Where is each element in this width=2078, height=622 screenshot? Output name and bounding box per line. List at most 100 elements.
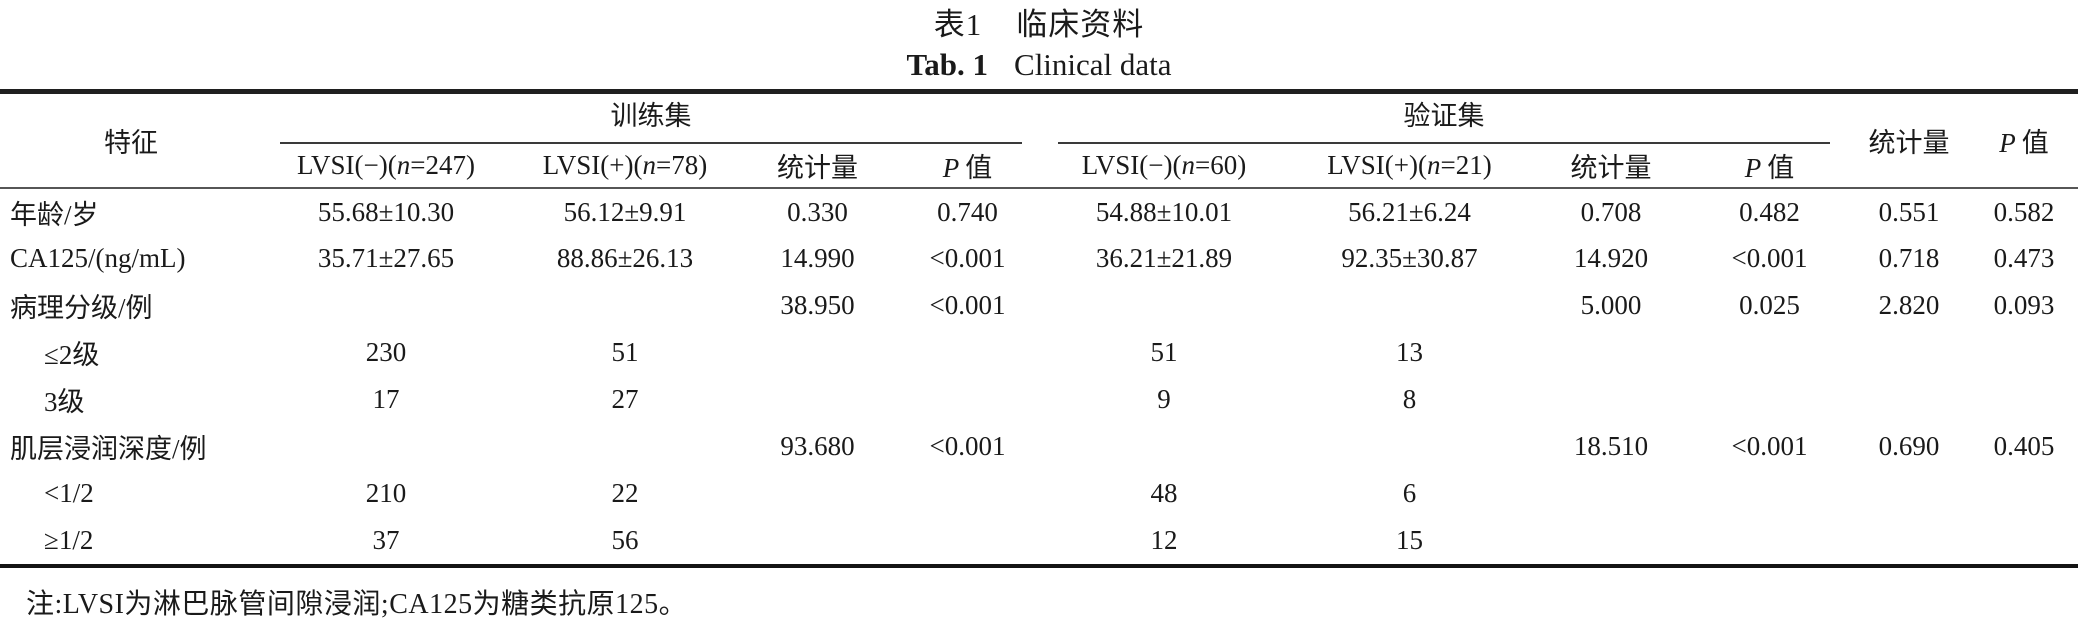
table-cell: 210 [365, 478, 407, 508]
table-cell [1040, 282, 1288, 329]
table-caption-zh: 临床资料 [1016, 7, 1145, 42]
table-cell: 88.86±26.13 [556, 243, 694, 273]
table-cell: 92.35±30.87 [1341, 243, 1478, 273]
table-titles: 表1 临床资料 Tab. 1 Clinical data [0, 0, 2078, 85]
table-cell [895, 329, 1040, 376]
row-label: 3级 [44, 387, 85, 417]
table-cell: 0.330 [787, 196, 848, 227]
col-header-train-lvsi-pos: LVSI(+)(n=78) [510, 144, 740, 189]
table-cell: 12 [1150, 525, 1178, 555]
table-cell [740, 376, 895, 423]
table-cell: 230 [365, 337, 407, 367]
table-number-en: Tab. 1 [906, 47, 989, 82]
table-cell: <0.001 [929, 290, 1006, 320]
table-cell [1691, 329, 1848, 376]
table-caption-en: Clinical data [1014, 47, 1172, 82]
table-cell: 38.950 [780, 290, 855, 320]
table-row: CA125/(ng/mL) 35.71±27.65 88.86±26.13 14.99… [0, 235, 2078, 282]
table-cell: 55.68±10.30 [317, 196, 455, 227]
table-cell: 0.551 [1878, 196, 1940, 227]
col-header-overall-statistic: 统计量 [1848, 94, 1970, 189]
table-cell [1691, 470, 1848, 517]
table-cell: 0.405 [1993, 431, 2055, 461]
table-cell: 37 [372, 525, 400, 555]
table-cell: 27 [611, 384, 639, 414]
table-row: 3级 17 27 9 8 [0, 376, 2078, 423]
table-row: 年龄/岁 55.68±10.30 56.12±9.91 0.330 0.740 54.88… [0, 188, 2078, 235]
row-label: <1/2 [44, 478, 94, 508]
table-cell [1970, 376, 2078, 423]
table-cell: 48 [1150, 478, 1178, 508]
table-cell [1970, 517, 2078, 564]
table-cell: 15 [1396, 525, 1423, 555]
row-label: CA125/(ng/mL) [10, 243, 186, 273]
table-cell: 93.680 [780, 431, 855, 461]
table-cell [1848, 470, 1970, 517]
table-cell: <0.001 [929, 431, 1006, 461]
col-header-train-statistic: 统计量 [740, 144, 895, 189]
table-body: 年龄/岁 55.68±10.30 56.12±9.91 0.330 0.740 54.88… [0, 188, 2078, 564]
table-cell: 22 [611, 478, 639, 508]
table-cell [262, 282, 510, 329]
table-cell: 56.21±6.24 [1348, 196, 1471, 227]
table-cell: 2.820 [1878, 290, 1940, 320]
table-cell: 0.582 [1993, 196, 2055, 227]
table-cell [1040, 423, 1288, 470]
table-cell [1288, 282, 1531, 329]
table-cell: 51 [611, 337, 639, 367]
table-cell: 51 [1150, 337, 1178, 367]
table-cell: 14.920 [1573, 243, 1649, 273]
table-cell: 0.473 [1993, 243, 2055, 273]
table-cell: 6 [1402, 478, 1417, 508]
table-cell [740, 470, 895, 517]
table-cell [262, 423, 510, 470]
table-cell: 0.690 [1878, 431, 1940, 461]
table-cell: 0.025 [1739, 290, 1800, 320]
row-label: 年龄/岁 [10, 199, 99, 230]
row-label: ≥1/2 [44, 525, 94, 555]
table-cell [1691, 376, 1848, 423]
table-cell: 36.21±21.89 [1095, 243, 1233, 273]
table-row: ≤2级 230 51 51 13 [0, 329, 2078, 376]
col-group-validation: 验证集 [1040, 94, 1848, 144]
col-header-valid-lvsi-neg: LVSI(−)(n=60) [1040, 144, 1288, 189]
table-cell: 13 [1396, 337, 1423, 367]
table-cell [1848, 517, 1970, 564]
row-label: 肌层浸润深度/例 [10, 434, 207, 464]
table-row: 肌层浸润深度/例 93.680 <0.001 18.510 <0.001 0.690 0.4… [0, 423, 2078, 470]
table-cell: 54.88±10.01 [1095, 196, 1233, 227]
table-cell [740, 517, 895, 564]
table-cell [510, 423, 740, 470]
table-cell: <0.001 [929, 243, 1006, 273]
table-top-rule [0, 89, 2078, 94]
table-cell: 17 [372, 384, 400, 414]
row-label: ≤2级 [44, 340, 100, 370]
table-cell: 9 [1157, 384, 1171, 414]
table-cell [1531, 329, 1691, 376]
table-cell: 0.482 [1739, 196, 1800, 227]
table-cell [895, 517, 1040, 564]
table-cell [740, 329, 895, 376]
table-cell [1970, 470, 2078, 517]
table-cell: 35.71±27.65 [317, 243, 455, 273]
table-footnote: 注:LVSI为淋巴脉管间隙浸润;CA125为糖类抗原125。 [26, 589, 688, 620]
col-group-training: 训练集 [262, 94, 1040, 144]
col-header-feature: 特征 [0, 94, 262, 189]
col-header-train-lvsi-neg: LVSI(−)(n=247) [262, 144, 510, 189]
table-cell [1288, 423, 1531, 470]
table-cell [1531, 517, 1691, 564]
table-cell: 0.740 [937, 196, 998, 227]
table-cell [1531, 376, 1691, 423]
table-cell [1848, 376, 1970, 423]
table-row: ≥1/2 37 56 12 15 [0, 517, 2078, 564]
col-header-valid-lvsi-pos: LVSI(+)(n=21) [1288, 144, 1531, 189]
table-cell: 0.093 [1993, 290, 2055, 320]
table-cell [895, 470, 1040, 517]
table-cell: 0.718 [1878, 243, 1940, 273]
